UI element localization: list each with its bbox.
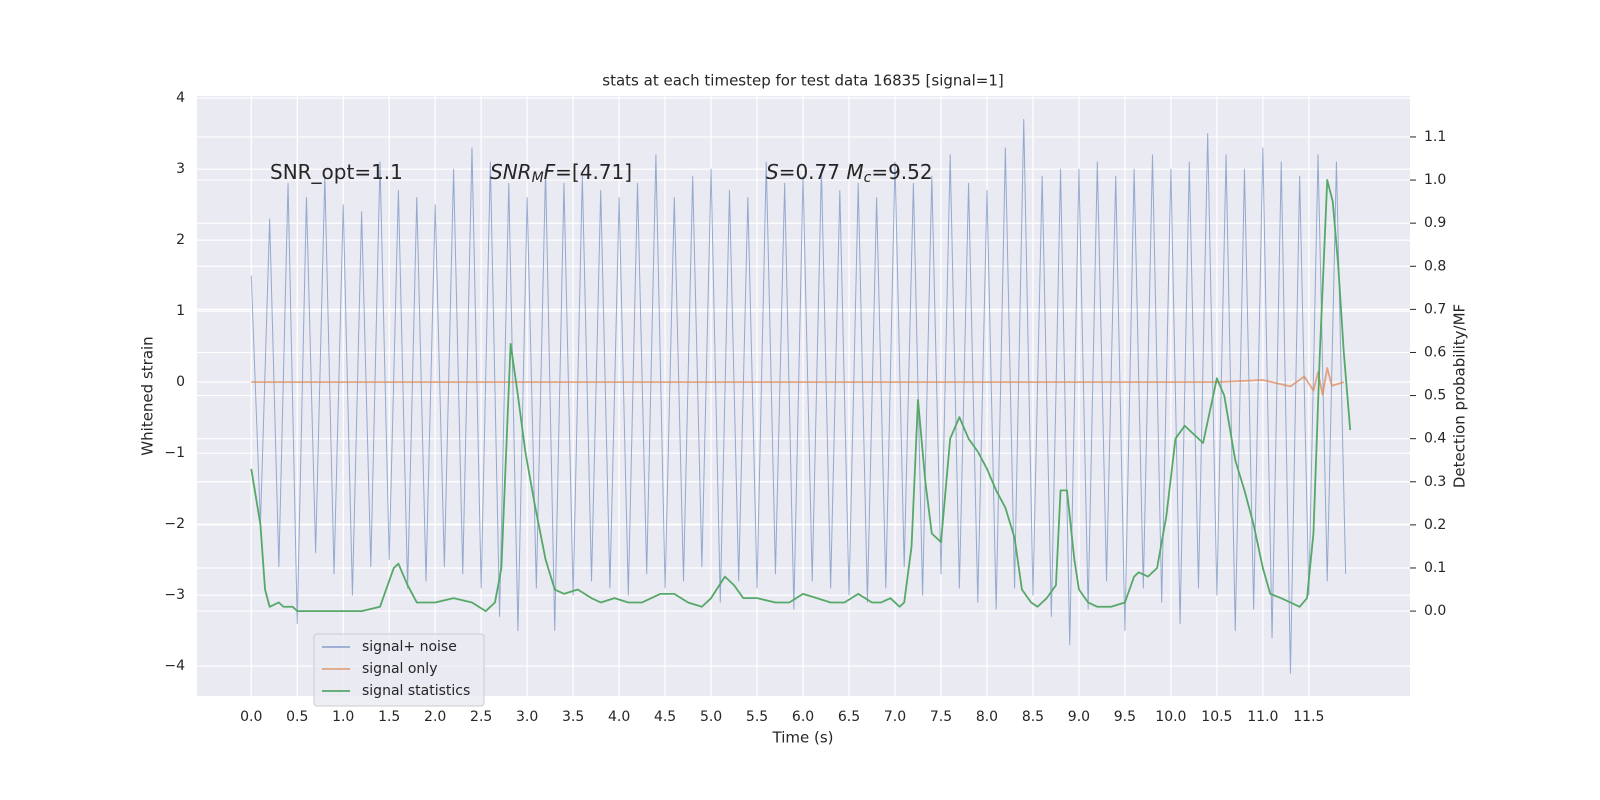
y2-tick-label: 1.0	[1424, 172, 1446, 188]
x-tick-label: 7.0	[884, 709, 906, 725]
annotation: S=0.77 Mc=9.52	[766, 160, 933, 187]
x-tick-label: 9.5	[1114, 709, 1136, 725]
x-tick-label: 1.0	[332, 709, 354, 725]
x-tick-label: 3.0	[516, 709, 538, 725]
annotation-part: SNR	[490, 160, 532, 184]
annotation-part: c	[864, 170, 872, 186]
y2-tick-label: 0.4	[1424, 431, 1446, 447]
annotation-part: SNR_opt=1.1	[270, 160, 403, 184]
x-tick-label: 2.0	[424, 709, 446, 725]
grid	[197, 96, 1410, 696]
x-tick-label: 4.0	[608, 709, 630, 725]
y2-tick-label: 0.8	[1424, 258, 1446, 274]
annotation-part: =0.77	[779, 160, 847, 184]
annotation-part: F	[544, 160, 556, 184]
y-tick-label: 4	[176, 90, 185, 106]
annotation-part: S	[766, 160, 779, 184]
y2-tick-label: 0.2	[1424, 517, 1446, 533]
legend: signal+ noise signal only signal statistic…	[313, 633, 485, 707]
y-tick-label: −1	[164, 445, 185, 461]
y2-tick-label: 0.9	[1424, 215, 1446, 231]
x-tick-label: 2.5	[470, 709, 492, 725]
y2-tick-label: 0.3	[1424, 474, 1446, 490]
y-tick-label: −3	[164, 587, 185, 603]
legend-label: signal only	[362, 661, 437, 677]
legend-label: signal+ noise	[362, 639, 457, 655]
annotation-part: =9.52	[871, 160, 932, 184]
x-tick-label: 8.5	[1022, 709, 1044, 725]
x-tick-label: 3.5	[562, 709, 584, 725]
annotation-part: =[4.71]	[555, 160, 632, 184]
x-tick-label: 10.0	[1155, 709, 1186, 725]
annotation: SNRMF=[4.71]	[490, 160, 632, 187]
y2-tick-label: 0.0	[1424, 603, 1446, 619]
series-line	[250, 179, 1352, 612]
x-tick-label: 5.0	[700, 709, 722, 725]
x-tick-label: 8.0	[976, 709, 998, 725]
y-tick-label: 2	[176, 232, 185, 248]
x-tick-label: 7.5	[930, 709, 952, 725]
y2-tick-label: 0.1	[1424, 560, 1446, 576]
legend-label: signal statistics	[362, 683, 470, 699]
y2-tick-label: 0.6	[1424, 344, 1446, 360]
y2-tick-label: 0.5	[1424, 388, 1446, 404]
x-tick-label: 10.5	[1201, 709, 1232, 725]
annotation-part: M	[846, 160, 863, 184]
y-tick-label: 0	[176, 374, 185, 390]
y-tick-label: −2	[164, 516, 185, 532]
y2-tick-label: 1.1	[1424, 129, 1446, 145]
x-tick-label: 6.0	[792, 709, 814, 725]
x-axis-label: Time (s)	[772, 729, 834, 747]
y-tick-label: 3	[176, 161, 185, 177]
x-tick-label: 4.5	[654, 709, 676, 725]
x-tick-label: 0.0	[240, 709, 262, 725]
x-tick-label: 11.5	[1293, 709, 1324, 725]
chart-title: stats at each timestep for test data 168…	[602, 72, 1003, 90]
y-axis-label: Whitened strain	[139, 336, 157, 455]
y2-tick-label: 0.7	[1424, 301, 1446, 317]
x-tick-label: 11.0	[1247, 709, 1278, 725]
x-tick-label: 0.5	[286, 709, 308, 725]
annotation: SNR_opt=1.1	[270, 160, 403, 184]
annotation-part: M	[532, 170, 544, 186]
marks	[250, 118, 1352, 674]
legend-box	[313, 633, 485, 707]
y-tick-label: −4	[164, 658, 185, 674]
y2-axis-label: Detection probability/MF	[1451, 304, 1469, 488]
x-tick-label: 5.5	[746, 709, 768, 725]
series-line	[251, 367, 1345, 396]
x-tick-label: 1.5	[378, 709, 400, 725]
x-tick-label: 6.5	[838, 709, 860, 725]
y-tick-label: 1	[176, 303, 185, 319]
x-tick-label: 9.0	[1068, 709, 1090, 725]
